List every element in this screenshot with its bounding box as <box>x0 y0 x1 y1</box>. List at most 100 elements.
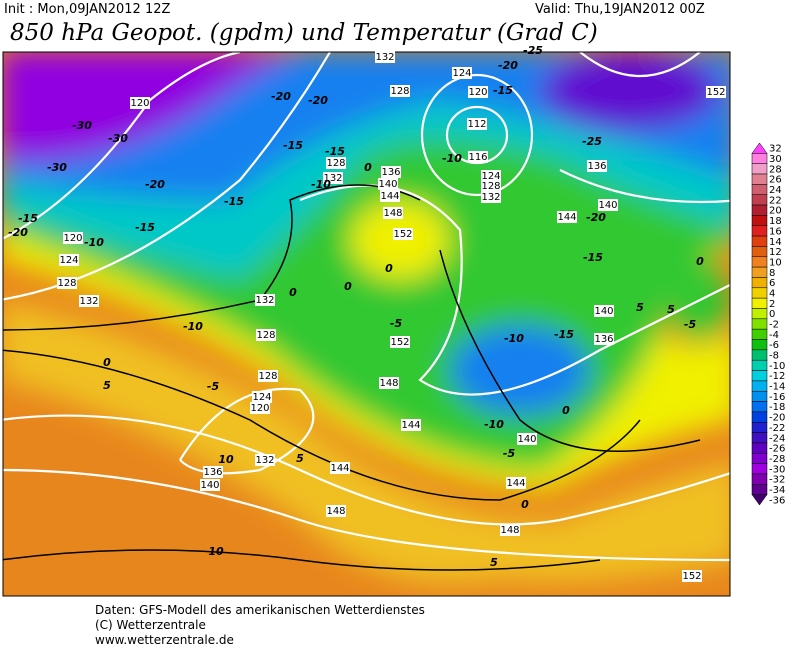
temperature-label: -10 <box>484 418 504 431</box>
height-label: 144 <box>401 420 420 431</box>
height-label: 116 <box>468 152 487 163</box>
colorbar-label: 24 <box>769 185 782 196</box>
height-label: 140 <box>200 480 219 491</box>
height-label: 144 <box>506 478 525 489</box>
temperature-label: -25 <box>523 44 543 57</box>
colorbar-label: 26 <box>769 175 782 186</box>
height-label-box <box>481 170 501 182</box>
colorbar-label: -24 <box>769 433 785 444</box>
height-label-box <box>587 160 607 172</box>
temperature-label: -25 <box>582 135 602 148</box>
colorbar-cell <box>751 318 768 330</box>
height-label: 120 <box>63 233 82 244</box>
temperature-label: 5 <box>490 556 498 569</box>
height-label-box <box>401 419 421 431</box>
height-label-box <box>200 479 220 491</box>
colorbar-cell <box>751 184 768 195</box>
height-label: 152 <box>706 87 725 98</box>
height-label: 144 <box>380 191 399 202</box>
temperature-label: -30 <box>108 132 128 145</box>
height-label-box <box>393 228 413 240</box>
height-label-box <box>63 232 83 244</box>
height-label-box <box>468 86 488 98</box>
colorbar-cell <box>751 411 768 423</box>
height-label: 132 <box>255 455 274 466</box>
temperature-label: -20 <box>308 94 328 107</box>
height-label: 140 <box>378 179 397 190</box>
height-label: 124 <box>452 68 471 79</box>
temperature-label: -30 <box>72 119 92 132</box>
colorbar-label: -10 <box>769 361 785 372</box>
colorbar-label: -22 <box>769 423 785 434</box>
height-label: 128 <box>390 86 409 97</box>
temperature-label: -15 <box>135 221 155 234</box>
footer-line: Daten: GFS-Modell des amerikanischen Wet… <box>95 603 425 617</box>
colorbar-cell <box>751 463 768 475</box>
footer-line: (C) Wetterzentrale <box>95 618 206 632</box>
colorbar-cell <box>751 484 768 495</box>
colorbar-label: 28 <box>769 164 782 175</box>
colorbar-cell <box>751 339 768 351</box>
colorbar-label: -18 <box>769 402 785 413</box>
height-label-box <box>557 211 577 223</box>
colorbar-label: 0 <box>769 309 775 320</box>
colorbar-cell <box>751 277 768 289</box>
height-label: 124 <box>59 255 78 266</box>
temperature-label: 5 <box>296 452 304 465</box>
height-label-box <box>326 157 346 169</box>
height-label-box <box>258 370 278 382</box>
height-label: 136 <box>203 467 222 478</box>
colorbar-label: -28 <box>769 454 785 465</box>
temperature-label: -10 <box>442 152 462 165</box>
colorbar-cell <box>751 442 768 454</box>
colorbar-label: -34 <box>769 485 785 496</box>
height-label-box <box>383 207 403 219</box>
temperature-label: 5 <box>667 303 675 316</box>
height-label-box <box>380 190 400 202</box>
colorbar-label: 6 <box>769 278 775 289</box>
colorbar-cell <box>751 328 768 340</box>
colorbar-cell <box>751 153 768 164</box>
height-label: 124 <box>252 392 271 403</box>
height-label: 120 <box>130 98 149 109</box>
colorbar-label: -4 <box>769 330 779 341</box>
colorbar-cell <box>751 473 768 485</box>
temperature-label: -20 <box>271 90 291 103</box>
colorbar-cell <box>751 235 768 247</box>
height-label: 128 <box>258 371 277 382</box>
height-label-box <box>682 570 702 582</box>
height-label-box <box>379 377 399 389</box>
colorbar-label: 14 <box>769 237 782 248</box>
colorbar-label: 2 <box>769 299 775 310</box>
colorbar-cell <box>751 359 768 371</box>
height-label: 128 <box>57 278 76 289</box>
temperature-label: 10 <box>218 453 234 466</box>
height-label: 132 <box>375 52 394 63</box>
height-label: 136 <box>587 161 606 172</box>
height-label-box <box>594 333 614 345</box>
temperature-label: 5 <box>103 379 111 392</box>
temperature-label: -15 <box>554 328 574 341</box>
map <box>3 52 730 596</box>
height-label: 144 <box>557 212 576 223</box>
colorbar-label: -12 <box>769 371 785 382</box>
height-label-box <box>326 505 346 517</box>
height-label: 152 <box>390 337 409 348</box>
colorbar-arrow <box>751 142 768 154</box>
colorbar-label: 30 <box>769 154 782 165</box>
colorbar-label: 20 <box>769 206 782 217</box>
colorbar-label: -14 <box>769 382 785 393</box>
height-label-box <box>481 191 501 203</box>
height-label-box <box>375 51 395 63</box>
temperature-label: -20 <box>498 59 518 72</box>
colorbar-cell <box>751 390 768 402</box>
temperature-label: -15 <box>583 251 603 264</box>
temperature-label: -5 <box>207 380 220 393</box>
height-label-box <box>706 86 726 98</box>
colorbar-label: 16 <box>769 226 782 237</box>
temperature-label: -30 <box>47 161 67 174</box>
height-label: 132 <box>323 173 342 184</box>
init-time: Init : Mon,09JAN2012 12Z <box>4 2 170 17</box>
colorbar-cell <box>751 370 768 382</box>
height-label: 120 <box>468 87 487 98</box>
